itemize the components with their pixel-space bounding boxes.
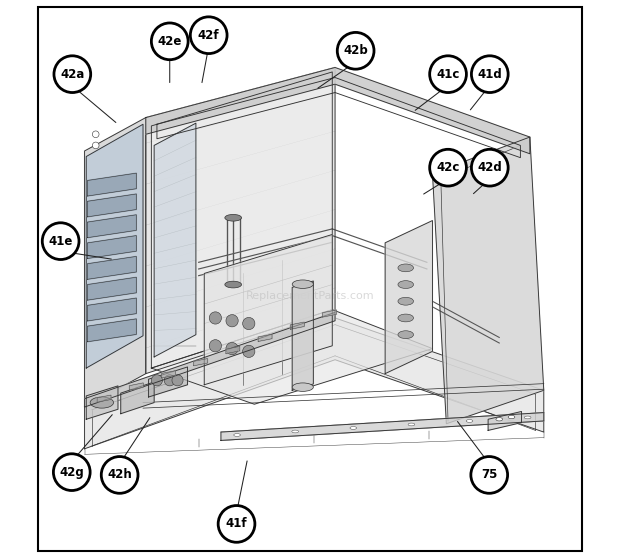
Ellipse shape [525, 416, 531, 419]
Ellipse shape [350, 426, 356, 429]
Text: 42a: 42a [60, 68, 84, 81]
Polygon shape [258, 334, 272, 341]
Polygon shape [221, 412, 544, 440]
Ellipse shape [225, 281, 242, 288]
Text: 42f: 42f [198, 28, 219, 42]
Circle shape [218, 506, 255, 542]
Circle shape [226, 315, 238, 327]
Circle shape [226, 343, 238, 355]
Polygon shape [87, 173, 136, 196]
Circle shape [430, 56, 466, 93]
Polygon shape [84, 118, 146, 407]
Polygon shape [130, 383, 143, 390]
Polygon shape [87, 257, 136, 280]
Polygon shape [87, 319, 136, 342]
Ellipse shape [398, 331, 414, 339]
Ellipse shape [292, 383, 313, 391]
Polygon shape [146, 68, 335, 374]
Polygon shape [87, 277, 136, 300]
Ellipse shape [90, 397, 113, 408]
Polygon shape [322, 310, 337, 317]
Polygon shape [154, 123, 196, 357]
Text: 41e: 41e [48, 235, 73, 248]
Circle shape [242, 318, 255, 330]
Polygon shape [86, 386, 118, 419]
Circle shape [430, 150, 466, 186]
Polygon shape [87, 235, 136, 258]
Polygon shape [87, 215, 136, 238]
FancyBboxPatch shape [38, 7, 582, 551]
Text: 42g: 42g [60, 465, 84, 479]
Ellipse shape [398, 297, 414, 305]
Circle shape [190, 17, 227, 54]
Polygon shape [204, 234, 332, 385]
Text: 42d: 42d [477, 161, 502, 174]
Circle shape [172, 375, 183, 386]
Text: 41f: 41f [226, 517, 247, 531]
Polygon shape [488, 411, 521, 430]
Circle shape [92, 131, 99, 138]
Ellipse shape [398, 264, 414, 272]
Circle shape [101, 456, 138, 493]
Ellipse shape [398, 281, 414, 288]
Ellipse shape [398, 314, 414, 322]
Polygon shape [292, 281, 313, 391]
Polygon shape [151, 310, 433, 404]
Circle shape [151, 23, 188, 60]
Polygon shape [149, 367, 187, 397]
Text: ReplacementParts.com: ReplacementParts.com [246, 291, 374, 301]
Circle shape [210, 340, 221, 352]
Polygon shape [290, 322, 304, 329]
Text: 75: 75 [481, 468, 497, 482]
Polygon shape [385, 220, 433, 374]
Ellipse shape [508, 415, 515, 418]
Ellipse shape [292, 280, 313, 288]
Polygon shape [86, 124, 143, 368]
Circle shape [242, 345, 255, 358]
Circle shape [471, 56, 508, 93]
Ellipse shape [225, 214, 242, 221]
Polygon shape [121, 382, 154, 413]
Polygon shape [151, 72, 332, 368]
Text: 42c: 42c [436, 161, 459, 174]
Circle shape [151, 375, 162, 386]
Circle shape [53, 454, 90, 490]
Polygon shape [87, 298, 136, 321]
Circle shape [164, 375, 175, 386]
Ellipse shape [292, 430, 299, 433]
Text: 41c: 41c [436, 68, 459, 81]
Polygon shape [146, 68, 530, 154]
Circle shape [471, 456, 508, 493]
Ellipse shape [466, 420, 473, 422]
Polygon shape [433, 137, 544, 424]
Circle shape [210, 312, 221, 324]
Circle shape [92, 142, 99, 149]
Polygon shape [84, 318, 544, 449]
Circle shape [54, 56, 91, 93]
Polygon shape [161, 371, 175, 378]
Ellipse shape [234, 434, 241, 436]
Text: 42b: 42b [343, 44, 368, 57]
Ellipse shape [496, 417, 503, 421]
Circle shape [42, 223, 79, 259]
Text: 42h: 42h [107, 468, 132, 482]
Circle shape [337, 32, 374, 69]
Text: 41d: 41d [477, 68, 502, 81]
Polygon shape [97, 395, 111, 402]
Circle shape [471, 150, 508, 186]
Ellipse shape [408, 423, 415, 426]
Polygon shape [84, 312, 335, 407]
Polygon shape [193, 359, 208, 366]
Polygon shape [87, 194, 136, 217]
Text: 42e: 42e [157, 35, 182, 48]
Polygon shape [226, 347, 240, 354]
